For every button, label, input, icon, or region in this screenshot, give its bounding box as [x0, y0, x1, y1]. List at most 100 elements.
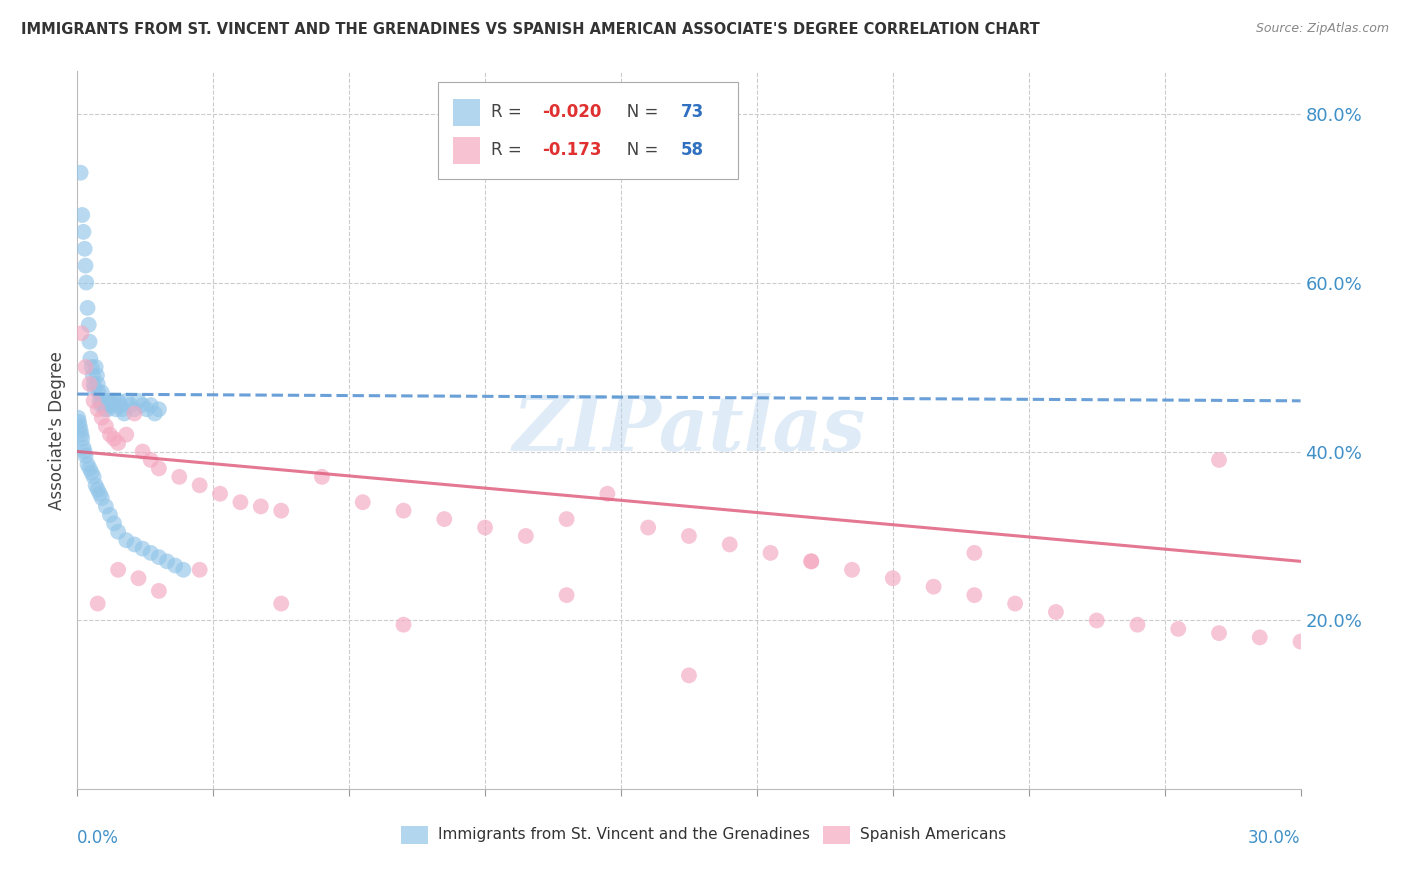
Point: [1004, 597, 1026, 611]
Point: [1208, 626, 1230, 640]
Point: [169, 470, 191, 484]
Point: [1085, 614, 1108, 628]
Point: [311, 470, 333, 484]
Point: [83, 381, 105, 395]
Point: [250, 500, 273, 514]
Point: [172, 563, 194, 577]
Point: [76, 301, 98, 315]
Point: [90, 398, 112, 412]
Point: [131, 398, 153, 412]
Point: [103, 393, 125, 408]
Point: [70, 427, 93, 442]
Point: [127, 571, 149, 585]
Point: [139, 453, 162, 467]
Point: [156, 554, 179, 568]
FancyBboxPatch shape: [402, 826, 429, 844]
Point: [80, 359, 103, 374]
Point: [90, 410, 112, 425]
Point: [103, 516, 125, 531]
Point: [69, 166, 91, 180]
Point: [800, 554, 823, 568]
Point: [69, 419, 91, 434]
Point: [80, 466, 103, 480]
Point: [105, 402, 128, 417]
Point: [392, 503, 415, 517]
Point: [70, 326, 93, 341]
Point: [637, 520, 659, 534]
Point: [72, 225, 94, 239]
Point: [69, 424, 91, 438]
Point: [73, 444, 96, 458]
Point: [270, 597, 292, 611]
Point: [963, 546, 986, 560]
Point: [97, 402, 120, 417]
Point: [90, 385, 112, 400]
Text: N =: N =: [610, 103, 664, 121]
Point: [131, 444, 153, 458]
FancyBboxPatch shape: [453, 99, 479, 126]
Point: [474, 520, 496, 534]
Y-axis label: Associate's Degree: Associate's Degree: [48, 351, 66, 510]
Point: [678, 668, 700, 682]
Text: Source: ZipAtlas.com: Source: ZipAtlas.com: [1256, 22, 1389, 36]
Point: [115, 533, 138, 548]
Point: [91, 393, 114, 408]
Point: [75, 449, 97, 463]
Point: [718, 537, 741, 551]
Point: [555, 588, 578, 602]
Point: [124, 407, 146, 421]
Point: [107, 393, 129, 408]
Text: R =: R =: [491, 103, 527, 121]
Point: [143, 407, 166, 421]
Text: 58: 58: [681, 141, 703, 160]
Point: [188, 563, 211, 577]
Text: N =: N =: [610, 141, 664, 160]
Point: [94, 419, 117, 434]
Point: [103, 432, 125, 446]
Point: [94, 500, 117, 514]
Text: ZIPatlas: ZIPatlas: [512, 393, 866, 467]
Point: [922, 580, 945, 594]
Point: [94, 402, 117, 417]
Point: [555, 512, 578, 526]
Point: [70, 208, 93, 222]
Point: [76, 457, 98, 471]
Point: [148, 461, 170, 475]
Point: [84, 359, 107, 374]
Point: [87, 402, 110, 417]
Point: [98, 393, 121, 408]
Point: [98, 427, 121, 442]
FancyBboxPatch shape: [453, 136, 479, 164]
Point: [83, 393, 105, 408]
Point: [79, 461, 101, 475]
Text: R =: R =: [491, 141, 531, 160]
Point: [107, 524, 129, 539]
Point: [148, 550, 170, 565]
Point: [392, 617, 415, 632]
Point: [101, 398, 124, 412]
Text: Immigrants from St. Vincent and the Grenadines: Immigrants from St. Vincent and the Gren…: [439, 827, 810, 842]
Point: [124, 402, 146, 417]
Point: [963, 588, 986, 602]
Point: [107, 436, 129, 450]
Point: [82, 368, 104, 383]
Point: [1045, 605, 1067, 619]
Point: [882, 571, 904, 585]
Text: 0.0%: 0.0%: [77, 829, 120, 847]
Text: -0.173: -0.173: [543, 141, 602, 160]
Point: [89, 393, 111, 408]
Point: [75, 359, 97, 374]
Point: [433, 512, 456, 526]
Point: [120, 398, 142, 412]
Point: [86, 368, 108, 383]
Point: [93, 398, 115, 412]
Point: [135, 402, 157, 417]
Point: [75, 259, 97, 273]
Point: [148, 583, 170, 598]
Point: [1126, 617, 1149, 632]
Point: [70, 432, 93, 446]
Point: [115, 393, 138, 408]
Point: [1167, 622, 1189, 636]
Text: Spanish Americans: Spanish Americans: [860, 827, 1007, 842]
Point: [79, 334, 101, 349]
